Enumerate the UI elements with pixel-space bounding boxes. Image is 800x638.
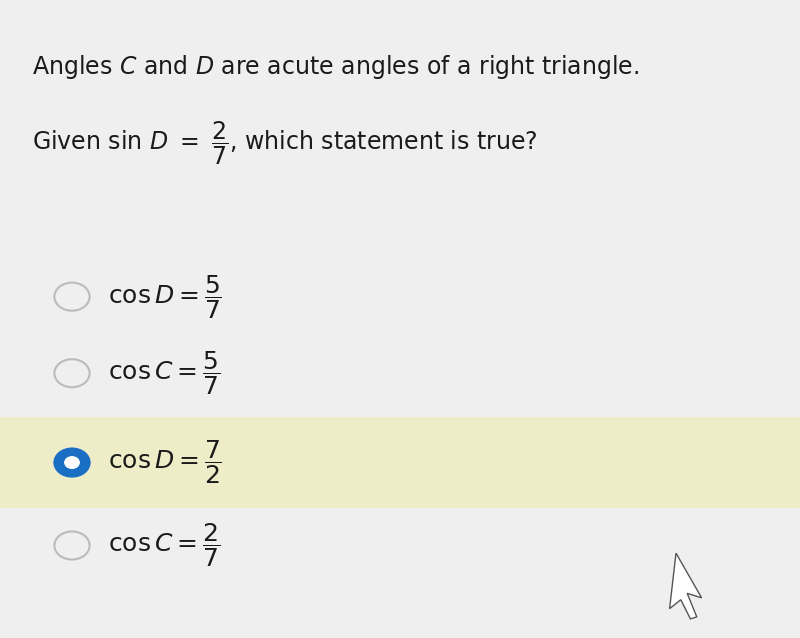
Circle shape bbox=[54, 531, 90, 560]
FancyBboxPatch shape bbox=[0, 417, 800, 508]
Text: Given sin $\mathit{D}$ $=$ $\dfrac{2}{7}$, which statement is true?: Given sin $\mathit{D}$ $=$ $\dfrac{2}{7}… bbox=[32, 120, 538, 167]
Text: Angles $\mathit{C}$ and $\mathit{D}$ are acute angles of a right triangle.: Angles $\mathit{C}$ and $\mathit{D}$ are… bbox=[32, 53, 639, 81]
Circle shape bbox=[65, 457, 79, 468]
Text: $\cos \mathit{C} = \dfrac{2}{7}$: $\cos \mathit{C} = \dfrac{2}{7}$ bbox=[108, 522, 220, 569]
Text: $\cos \mathit{D} = \dfrac{7}{2}$: $\cos \mathit{D} = \dfrac{7}{2}$ bbox=[108, 439, 222, 486]
Text: $\cos \mathit{C} = \dfrac{5}{7}$: $\cos \mathit{C} = \dfrac{5}{7}$ bbox=[108, 350, 220, 397]
Circle shape bbox=[54, 359, 90, 387]
Circle shape bbox=[54, 449, 90, 477]
Circle shape bbox=[54, 283, 90, 311]
Polygon shape bbox=[670, 553, 702, 619]
Text: $\cos \mathit{D} = \dfrac{5}{7}$: $\cos \mathit{D} = \dfrac{5}{7}$ bbox=[108, 273, 222, 320]
